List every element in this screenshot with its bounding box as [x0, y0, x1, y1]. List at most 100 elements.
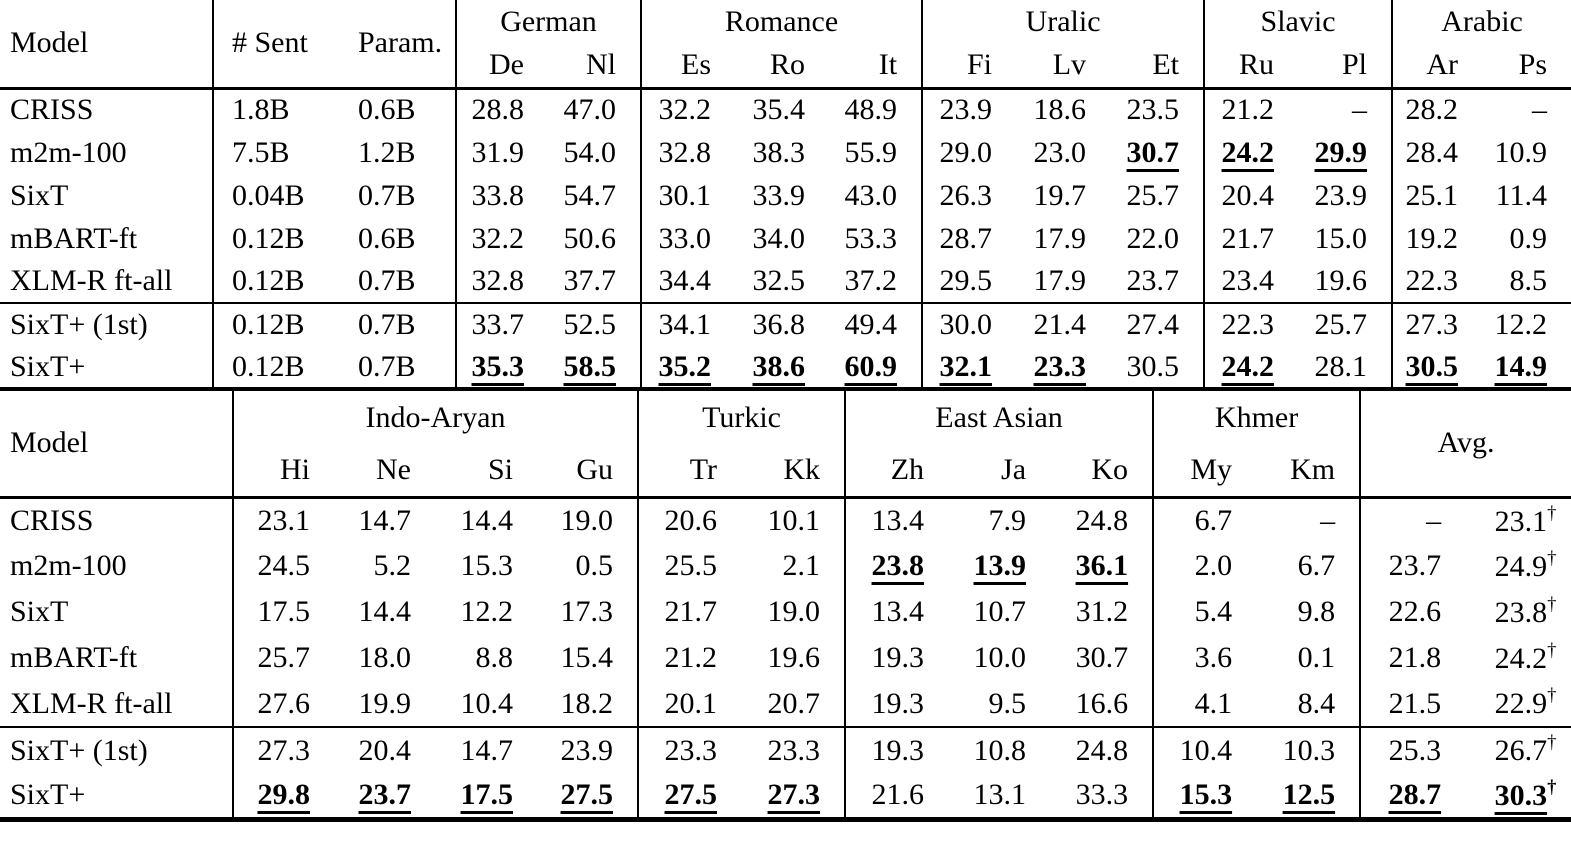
score-cell: 27.5 — [637, 773, 742, 819]
score-cell: 22.6 — [1359, 589, 1466, 635]
score-cell: 33.3 — [1075, 777, 1129, 811]
score-cell: 28.8 — [455, 88, 548, 131]
score-cell: 24.8 — [1050, 726, 1154, 773]
score-cell: 28.7 — [921, 217, 1017, 260]
lang-header-lv: Lv — [1016, 44, 1111, 90]
table-row: CRISS 23.1 14.7 14.4 19.0 20.6 10.1 13.4 7.9 24.8… — [0, 497, 1571, 543]
group-header-avg: Avg. — [1359, 391, 1571, 499]
score-cell: 17.9 — [1033, 264, 1087, 297]
score-cell: 10.7 — [973, 595, 1027, 628]
score-cell: 23.9 — [1314, 178, 1368, 212]
score-cell: 34.0 — [752, 221, 806, 255]
score-cell: 20.1 — [637, 681, 742, 727]
score-cell: 55.9 — [844, 135, 898, 169]
score-cell: 33.0 — [640, 217, 735, 260]
col-header-model: Model — [0, 0, 213, 90]
score-cell: 19.7 — [1033, 178, 1087, 212]
stat-cell: 0.6B — [358, 221, 416, 255]
score-cell: 10.0 — [973, 641, 1027, 674]
score-cell: 2.0 — [1152, 543, 1257, 589]
lang-header-nl: Nl — [548, 44, 641, 90]
score-cell: 18.6 — [1033, 93, 1087, 127]
score-cell: 22.3 — [1391, 260, 1483, 303]
score-cell: 19.3 — [844, 726, 949, 773]
model-name: m2m-100 — [10, 549, 127, 582]
score-cell: 2.1 — [782, 549, 821, 582]
score-cell: 31.9 — [455, 131, 548, 174]
stat-cell: 0.12B — [212, 346, 340, 389]
score-cell: 27.3 — [1391, 302, 1483, 346]
lang-header-gu: Gu — [537, 444, 639, 499]
score-cell: 30.1 — [640, 174, 735, 217]
score-cell: 23.1† — [1494, 502, 1557, 538]
score-cell: 19.6 — [767, 641, 821, 674]
stat-cell: 0.7B — [358, 264, 416, 297]
lang-header-si: Si — [435, 444, 537, 499]
table-bottom-header: Model Indo-Aryan Turkic East Asian Khmer… — [0, 391, 1571, 499]
score-cell: 20.6 — [637, 497, 742, 543]
score-cell: 9.5 — [988, 686, 1027, 720]
score-cell: 30.5 — [1391, 346, 1483, 389]
score-cell: 16.6 — [1075, 686, 1129, 720]
score-cell: 47.0 — [563, 93, 617, 127]
score-cell: 35.2 — [640, 346, 735, 389]
score-cell: 30.0 — [921, 302, 1017, 346]
model-name: mBART-ft — [10, 641, 138, 674]
score-cell: 54.7 — [563, 178, 617, 212]
score-cell: 15.3 — [460, 549, 514, 582]
score-cell: 23.4 — [1203, 260, 1299, 303]
col-header-sent: # Sent — [212, 0, 340, 90]
group-header-indo-aryan: Indo-Aryan — [231, 391, 639, 444]
score-cell: 33.9 — [752, 178, 806, 212]
score-cell: 17.9 — [1033, 221, 1087, 255]
lang-header-kk: Kk — [741, 444, 846, 499]
score-cell: 18.2 — [560, 686, 614, 720]
lang-header-tr: Tr — [637, 444, 742, 499]
model-name: SixT+ — [10, 777, 86, 811]
results-table-top: Model # Sent Param. German Romance Urali… — [0, 0, 1571, 391]
score-cell: 10.1 — [767, 503, 821, 537]
score-cell: 13.9 — [973, 549, 1027, 582]
score-cell: 23.7 — [1126, 264, 1180, 297]
group-header-turkic: Turkic — [637, 391, 846, 444]
score-cell: 27.6 — [232, 681, 334, 727]
score-cell: 60.9 — [844, 349, 898, 383]
score-cell: 58.5 — [563, 349, 617, 383]
score-cell: 54.0 — [563, 135, 617, 169]
score-cell: 14.7 — [435, 726, 537, 773]
score-cell: 38.6 — [752, 349, 806, 383]
col-header-param: Param. — [340, 0, 456, 90]
lang-header-es: Es — [640, 44, 735, 90]
score-cell: 43.0 — [844, 178, 898, 212]
model-name: SixT — [10, 178, 69, 212]
table-row: XLM-R ft-all 27.6 19.9 10.4 18.2 20.1 20.7 19.3… — [0, 681, 1571, 727]
score-cell: 6.7 — [1152, 497, 1257, 543]
group-header-uralic: Uralic — [921, 0, 1205, 44]
score-cell: 28.4 — [1391, 131, 1483, 174]
score-cell: 12.2 — [1482, 302, 1571, 346]
table-row: CRISS 1.8B 0.6B 28.8 47.0 32.2 35.4 48.9 23.9 18.… — [0, 88, 1571, 131]
stat-cell: 0.7B — [358, 178, 416, 212]
lang-header-my: My — [1152, 444, 1257, 499]
score-cell: 32.2 — [640, 88, 735, 131]
score-cell: 0.9 — [1509, 221, 1548, 255]
stat-cell: 0.12B — [212, 217, 340, 260]
score-cell: 23.3 — [741, 726, 846, 773]
score-cell: 37.7 — [563, 264, 617, 297]
score-cell: 30.3† — [1494, 776, 1557, 812]
score-cell: 14.4 — [358, 595, 412, 628]
score-cell: 15.3 — [1152, 773, 1257, 819]
lang-header-ne: Ne — [334, 444, 435, 499]
score-cell: 48.9 — [844, 93, 898, 127]
score-cell: 25.7 — [1126, 178, 1180, 212]
score-cell: 14.9 — [1494, 349, 1548, 383]
score-cell: 23.5 — [1126, 93, 1180, 127]
score-cell: 19.0 — [560, 503, 614, 537]
table-row: m2m-100 24.5 5.2 15.3 0.5 25.5 2.1 23.8 13.9 36.1… — [0, 543, 1571, 589]
table-row: mBART-ft 25.7 18.0 8.8 15.4 21.2 19.6 19.3 10.0 3… — [0, 635, 1571, 681]
score-cell: 24.2 — [1203, 346, 1299, 389]
score-cell: 36.8 — [735, 302, 829, 346]
score-cell: 22.9† — [1494, 685, 1557, 721]
score-cell: – — [1352, 93, 1368, 127]
lang-header-ro: Ro — [735, 44, 829, 90]
